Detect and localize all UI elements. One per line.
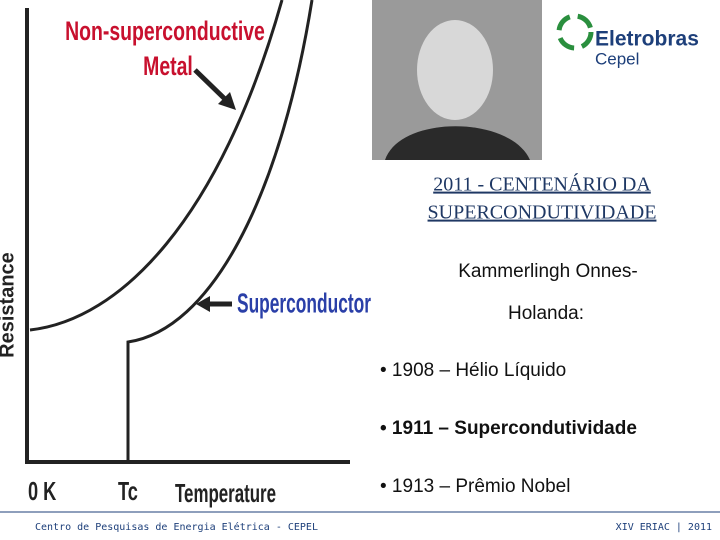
- logo-name: Eletrobras: [595, 28, 699, 51]
- logo-sub: Cepel: [595, 49, 639, 68]
- footer-right: XIV ERIAC | 2011: [616, 522, 712, 533]
- arrow-head: [196, 296, 210, 312]
- title: 2011 - CENTENÁRIO DA: [433, 173, 651, 196]
- person: Kammerlingh Onnes-: [458, 261, 638, 282]
- y-axis-label: Resistance: [0, 252, 18, 358]
- bullet: • 1908 – Hélio Líquido: [380, 360, 566, 381]
- metal-label: Non-superconductive: [65, 16, 265, 46]
- x-label: Tc: [118, 477, 138, 506]
- metal-label: Metal: [143, 51, 193, 81]
- arrow-head: [218, 92, 236, 110]
- metal-curve: [29, 0, 284, 332]
- x-axis-label: Temperature: [175, 478, 276, 508]
- bullet: • 1911 – Supercondutividade: [380, 418, 637, 439]
- superconductor-curve: [126, 0, 314, 460]
- arrow: [193, 68, 230, 104]
- title: SUPERCONDUTIVIDADE: [428, 202, 657, 224]
- footer-left: Centro de Pesquisas de Energia Elétrica …: [35, 521, 318, 533]
- logo-mark: [556, 13, 594, 51]
- photo-body: [385, 126, 530, 160]
- superconductor-label: Superconductor: [237, 287, 371, 318]
- person: Holanda:: [508, 303, 584, 324]
- photo-face: [417, 20, 493, 120]
- x-label: 0 K: [28, 477, 56, 506]
- bullet: • 1913 – Prêmio Nobel: [380, 476, 570, 497]
